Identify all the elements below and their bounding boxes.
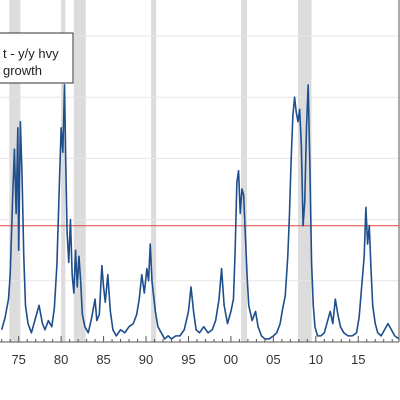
x-tick-label: 80 — [54, 352, 68, 367]
recession-band — [73, 0, 86, 342]
x-axis-ticks: 75 80 85 90 95 00 05 10 15 — [1, 336, 393, 367]
x-tick-label: 00 — [224, 352, 238, 367]
series-line — [0, 84, 400, 340]
legend-box — [0, 32, 74, 84]
x-tick-label: 05 — [266, 352, 280, 367]
x-tick-label: 10 — [309, 352, 323, 367]
x-tick-label: 75 — [11, 352, 25, 367]
x-tick-label: 90 — [139, 352, 153, 367]
recession-band — [61, 0, 66, 342]
recession-band — [151, 0, 157, 342]
x-tick-label: 15 — [351, 352, 365, 367]
x-tick-label: 85 — [96, 352, 110, 367]
series-group — [0, 84, 400, 340]
legend: t - y/y hvy growth — [0, 32, 74, 84]
legend-text-line: t - y/y hvy — [3, 46, 59, 61]
recession-band — [241, 0, 248, 342]
legend-text-line: growth — [3, 63, 42, 78]
x-tick-label: 95 — [181, 352, 195, 367]
